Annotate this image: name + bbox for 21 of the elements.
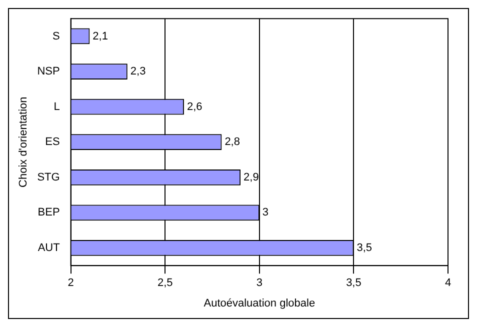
x-tick-label: 2 [68,277,74,290]
x-tick-label: 4 [444,277,452,290]
data-label: 2,6 [186,100,202,113]
data-label: 3,5 [356,242,372,254]
x-tick-label: 3 [256,277,262,290]
y-axis-title: Choix d'orientation [18,96,30,188]
data-label: 2,1 [92,30,108,42]
data-label: 3 [262,206,269,219]
y-tick-label: BEP [38,206,60,219]
y-tick-label: AUT [38,242,60,254]
data-label: 2,9 [244,171,259,184]
data-label: 2,8 [224,136,240,148]
y-tick-label: NSP [37,66,60,78]
y-tick-label: L [54,100,60,113]
data-label: 2,3 [130,66,146,78]
y-tick-label: S [52,30,60,42]
x-axis-title: Autoévaluation globale [204,297,316,310]
y-tick-label: ES [45,136,60,148]
y-tick-label: STG [37,171,60,184]
x-tick-label: 3,5 [346,277,362,290]
x-tick-label: 2,5 [157,277,173,290]
